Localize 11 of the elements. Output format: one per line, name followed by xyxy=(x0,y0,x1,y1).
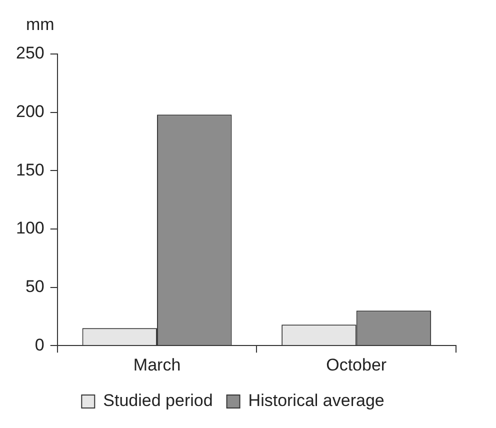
y-tick-label: 100 xyxy=(16,218,44,238)
y-tick-label: 200 xyxy=(16,102,44,122)
legend-label: Historical average xyxy=(248,391,384,410)
y-tick-label: 150 xyxy=(16,160,44,180)
y-tick-label: 50 xyxy=(25,276,44,296)
x-tick-label: March xyxy=(133,355,181,374)
x-tick-label: October xyxy=(326,355,387,374)
legend-label: Studied period xyxy=(103,391,213,410)
y-tick-label: 0 xyxy=(34,335,44,354)
y-tick-label: 250 xyxy=(16,44,44,63)
y-axis-title: mm xyxy=(26,15,54,34)
